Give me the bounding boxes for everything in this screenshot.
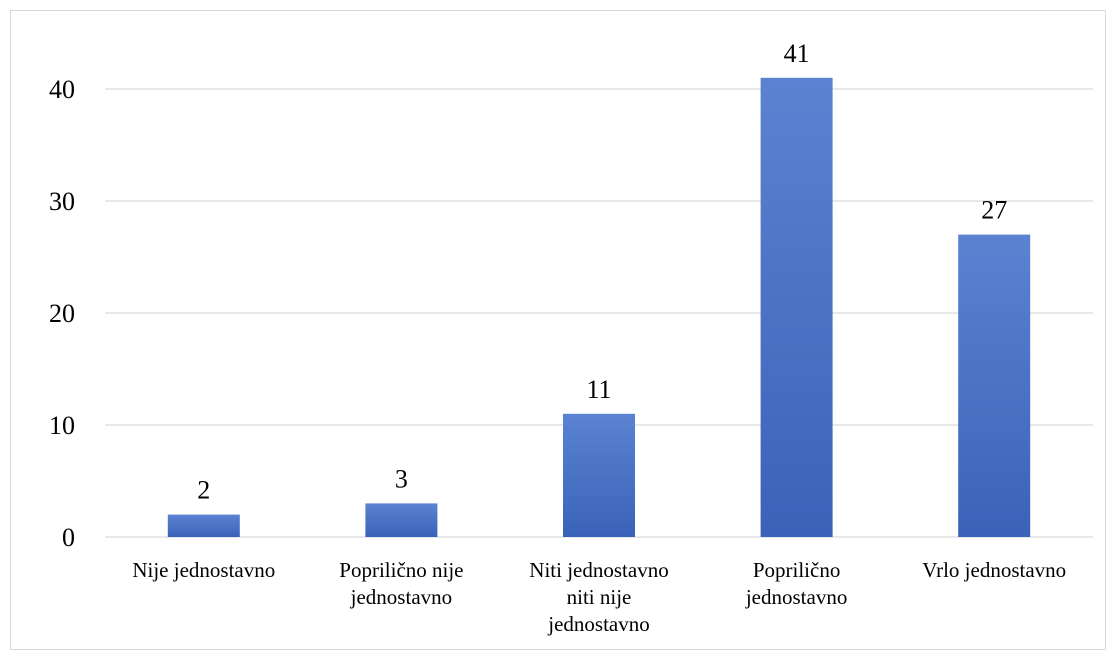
y-tick-label: 20 [49,299,75,328]
bar-value-label: 3 [395,464,408,493]
bar [760,77,833,538]
bar [365,503,438,537]
bar-value-label: 2 [197,476,210,505]
bars [167,77,1031,538]
y-tick-label: 40 [49,75,75,104]
chart-frame [10,10,1106,650]
bar [167,514,240,537]
bar-value-label: 27 [981,196,1007,225]
x-axis-categories: Nije jednostavno Poprilično nije jednostav… [132,558,1066,636]
bar-value-label: 11 [586,375,611,404]
data-labels: 2 3 11 41 27 [197,39,1007,505]
bar-value-label: 41 [784,39,810,68]
x-category-label: Vrlo jednostavno [922,558,1066,582]
y-axis-ticks: 0 10 20 30 40 [49,75,75,552]
y-tick-label: 30 [49,187,75,216]
x-category-label: Nije jednostavno [132,558,275,582]
bar [563,413,635,537]
bar [958,234,1031,537]
x-category-label: Poprilično jednostavno [745,558,847,609]
x-category-label: Niti jednostavno niti nije jednostavno [529,558,668,636]
y-tick-label: 10 [49,411,75,440]
y-tick-label: 0 [62,523,75,552]
x-category-label: Poprilično nije jednostavno [339,558,463,609]
